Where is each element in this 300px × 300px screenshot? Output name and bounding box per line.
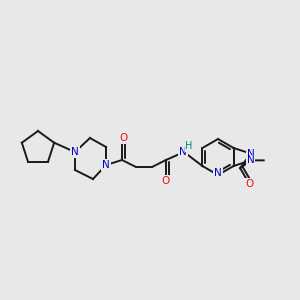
Text: O: O xyxy=(245,178,254,189)
Text: N: N xyxy=(214,168,222,178)
Text: N: N xyxy=(102,160,110,170)
Text: N: N xyxy=(71,147,79,157)
Text: O: O xyxy=(162,176,170,186)
Text: N: N xyxy=(179,147,187,157)
Text: H: H xyxy=(185,141,193,151)
Text: O: O xyxy=(119,133,127,143)
Text: N: N xyxy=(247,148,255,159)
Text: N: N xyxy=(247,155,255,165)
